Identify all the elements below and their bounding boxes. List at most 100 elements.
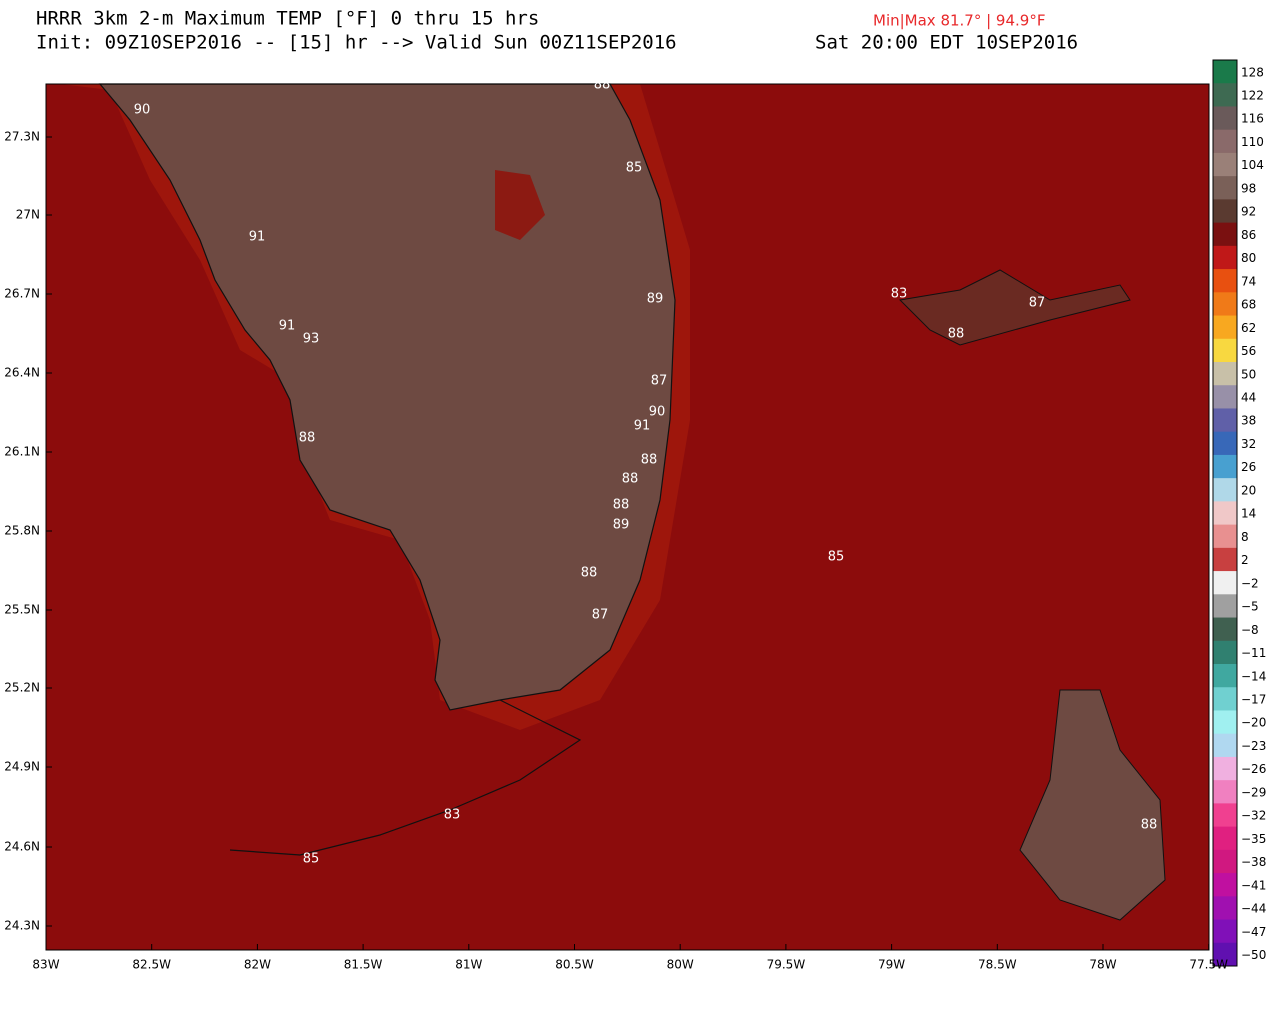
lat-label: 24.3N — [4, 919, 40, 933]
local-time: Sat 20:00 EDT 10SEP2016 — [815, 32, 1078, 54]
colorbar-label: 110 — [1241, 135, 1264, 149]
station-value: 91 — [634, 419, 651, 434]
colorbar-swatch — [1213, 431, 1237, 456]
colorbar-swatch — [1213, 338, 1237, 363]
station-value: 88 — [299, 431, 316, 446]
colorbar-label: −23 — [1241, 739, 1266, 753]
colorbar-swatch — [1213, 594, 1237, 619]
station-value: 91 — [279, 319, 296, 334]
init-line: Init: 09Z10SEP2016 -- [15] hr --> Valid … — [36, 32, 677, 54]
lat-label: 25.8N — [4, 524, 40, 538]
colorbar-swatch — [1213, 617, 1237, 642]
lon-label: 82.5W — [132, 958, 171, 972]
colorbar-swatch — [1213, 780, 1237, 804]
colorbar-swatch — [1213, 152, 1237, 177]
colorbar-swatch — [1213, 942, 1237, 967]
station-value: 83 — [891, 287, 908, 302]
colorbar-swatch — [1213, 129, 1237, 154]
colorbar: 128 122 116 110 104 98 92 86 80 74 68 62 56 50 44 38 32 2… — [1212, 59, 1266, 967]
colorbar-label: 38 — [1241, 414, 1256, 428]
colorbar-label: −2 — [1241, 576, 1259, 590]
colorbar-swatch — [1213, 362, 1237, 386]
colorbar-swatch — [1213, 292, 1237, 317]
colorbar-swatch — [1213, 803, 1237, 828]
station-value: 88 — [1141, 818, 1158, 833]
lon-label: 78W — [1089, 958, 1116, 972]
colorbar-swatch — [1213, 756, 1237, 781]
station-value: 83 — [444, 808, 461, 823]
colorbar-swatch — [1213, 385, 1237, 409]
station-value: 87 — [1029, 296, 1046, 311]
colorbar-swatch — [1213, 408, 1237, 433]
colorbar-swatch — [1213, 524, 1237, 549]
colorbar-label: −8 — [1241, 623, 1259, 637]
colorbar-label: −32 — [1241, 809, 1266, 823]
colorbar-swatch — [1213, 849, 1237, 874]
colorbar-swatch — [1213, 478, 1237, 502]
map-frame — [45, 83, 1210, 951]
colorbar-swatch — [1213, 547, 1237, 572]
colorbar-swatch — [1213, 733, 1237, 758]
lon-label: 81.5W — [344, 958, 383, 972]
colorbar-label: 68 — [1241, 298, 1256, 312]
colorbar-swatch — [1213, 826, 1237, 851]
lake-okeechobee — [495, 170, 545, 240]
colorbar-label: −20 — [1241, 716, 1266, 730]
lon-label: 79W — [878, 958, 905, 972]
station-value: 88 — [948, 327, 965, 342]
colorbar-label: −26 — [1241, 762, 1266, 776]
station-value: 88 — [613, 498, 630, 513]
colorbar-label: 56 — [1241, 344, 1256, 358]
colorbar-label: 104 — [1241, 158, 1264, 172]
colorbar-swatch — [1213, 60, 1237, 84]
colorbar-label: 98 — [1241, 181, 1256, 195]
andros — [1019, 689, 1166, 921]
colorbar-swatch — [1213, 454, 1237, 479]
colorbar-label: −50 — [1241, 948, 1266, 962]
lat-label: 24.9N — [4, 760, 40, 774]
colorbar-label: −44 — [1241, 902, 1266, 916]
station-value: 90 — [134, 103, 151, 118]
station-value: 88 — [641, 453, 658, 468]
station-value: 89 — [613, 518, 630, 533]
station-value: 87 — [651, 374, 668, 389]
colorbar-label: 44 — [1241, 391, 1256, 405]
colorbar-label: 50 — [1241, 367, 1256, 381]
colorbar-swatch — [1213, 687, 1237, 711]
grand-bahama — [898, 269, 1131, 346]
colorbar-swatch — [1213, 269, 1237, 293]
station-value: 90 — [649, 405, 666, 420]
lat-label: 25.2N — [4, 681, 40, 695]
colorbar-label: −47 — [1241, 925, 1266, 939]
lat-label: 26.4N — [4, 366, 40, 380]
station-value: 93 — [303, 332, 320, 347]
station-value: 88 — [622, 472, 639, 487]
colorbar-label: 26 — [1241, 460, 1256, 474]
colorbar-label: −29 — [1241, 785, 1266, 799]
colorbar-label: −35 — [1241, 832, 1266, 846]
lat-label: 26.7N — [4, 287, 40, 301]
station-value: 85 — [303, 852, 320, 867]
colorbar-label: 80 — [1241, 251, 1256, 265]
lat-label: 27.3N — [4, 130, 40, 144]
map — [45, 83, 1210, 951]
colorbar-swatch — [1213, 919, 1237, 944]
colorbar-label: 86 — [1241, 228, 1256, 242]
keys — [229, 699, 582, 856]
colorbar-frame — [1212, 59, 1238, 967]
colorbar-label: 20 — [1241, 483, 1256, 497]
colorbar-swatch — [1213, 222, 1237, 247]
lon-label: 78.5W — [978, 958, 1017, 972]
station-value: 85 — [626, 161, 643, 176]
colorbar-label: 8 — [1241, 530, 1249, 544]
colorbar-label: 62 — [1241, 321, 1256, 335]
lat-label: 26.1N — [4, 445, 40, 459]
colorbar-swatch — [1213, 199, 1237, 224]
lon-label: 77.5W — [1189, 958, 1228, 972]
station-value: 87 — [592, 608, 609, 623]
title: HRRR 3km 2-m Maximum TEMP [°F] 0 thru 15… — [36, 8, 539, 30]
lat-label: 24.6N — [4, 840, 40, 854]
colorbar-label: −11 — [1241, 646, 1266, 660]
colorbar-label: 2 — [1241, 553, 1249, 567]
